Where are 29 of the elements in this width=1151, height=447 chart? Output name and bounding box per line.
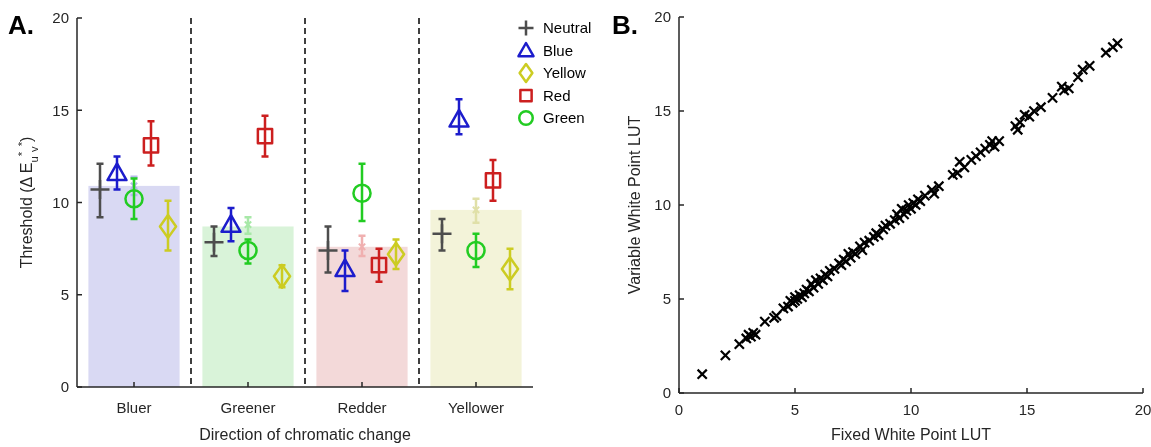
x-tick-label: Bluer xyxy=(116,399,152,416)
chart-title: A. xyxy=(8,10,34,40)
legend-label: Neutral xyxy=(543,19,592,37)
y-tick-label: 10 xyxy=(654,196,671,214)
x-tick-label: 15 xyxy=(1018,401,1036,418)
x-tick-label: 20 xyxy=(1134,401,1151,418)
y-tick-label: 0 xyxy=(662,384,671,402)
chart-title: B. xyxy=(612,10,638,40)
y-tick-label: 5 xyxy=(662,290,671,308)
y-tick-label: 0 xyxy=(60,378,69,396)
y-tick-label: 20 xyxy=(52,9,69,27)
legend-label: Blue xyxy=(543,41,574,59)
y-axis-title: Variable White Point LUT xyxy=(626,115,643,295)
x-axis-title: Direction of chromatic change xyxy=(199,426,411,443)
legend-label: Green xyxy=(543,109,585,127)
x-tick-label: Greener xyxy=(220,399,276,416)
x-tick-label: Yellower xyxy=(447,399,505,416)
x-tick-label: 0 xyxy=(674,401,684,418)
legend-label: Yellow xyxy=(543,64,586,82)
y-tick-label: 5 xyxy=(60,286,69,303)
x-axis-title: Fixed White Point LUT xyxy=(830,426,992,443)
y-tick-label: 10 xyxy=(52,193,69,211)
x-tick-label: Redder xyxy=(337,399,387,416)
y-tick-label: 15 xyxy=(52,101,69,119)
y-tick-label: 20 xyxy=(654,8,671,26)
x-tick-label: 5 xyxy=(790,401,800,418)
x-tick-label: 10 xyxy=(902,401,920,418)
y-tick-label: 15 xyxy=(654,102,671,120)
legend-label: Red xyxy=(543,86,571,104)
